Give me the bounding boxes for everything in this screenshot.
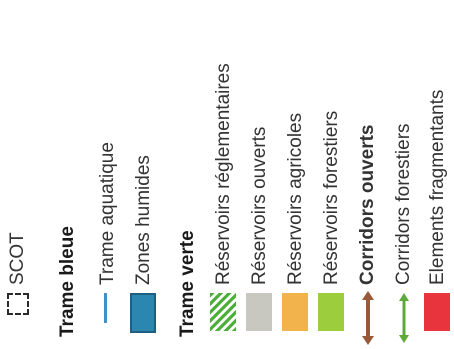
legend-label-reservoirs-ouverts: Réservoirs ouverts xyxy=(249,126,270,285)
legend-row-zones-humides: Zones humides xyxy=(126,0,162,349)
legend-row-reservoirs-reglementaires: Réservoirs réglementaires xyxy=(206,0,242,349)
legend-label-scot: SCOT xyxy=(7,232,28,285)
legend-row-scot: SCOT xyxy=(0,0,36,349)
legend-label-zones-humides: Zones humides xyxy=(133,155,154,285)
legend-label-corridors-forestiers: Corridors forestiers xyxy=(393,123,414,285)
dashed-square-icon xyxy=(0,291,36,349)
legend-row-trame-aquatique: Trame aquatique xyxy=(90,0,126,349)
blue-box-icon xyxy=(126,291,162,349)
legend-heading-trame-verte: Trame verte xyxy=(170,0,206,349)
blue-line-icon xyxy=(90,291,126,349)
legend-label-trame-aquatique: Trame aquatique xyxy=(97,142,118,285)
brown-double-arrow-icon xyxy=(350,291,386,349)
legend-row-corridors-forestiers: Corridors forestiers xyxy=(386,0,422,349)
legend-label-reservoirs-forestiers: Réservoirs forestiers xyxy=(321,110,342,285)
legend-row-corridors-ouverts: Corridors ouverts xyxy=(350,0,386,349)
legend-row-reservoirs-ouverts: Réservoirs ouverts xyxy=(242,0,278,349)
red-box-icon xyxy=(420,291,454,349)
grey-box-icon xyxy=(242,291,278,349)
legend-label-corridors-ouverts: Corridors ouverts xyxy=(357,124,378,285)
orange-box-icon xyxy=(278,291,314,349)
legend-label-reservoirs-reglementaires: Réservoirs réglementaires xyxy=(213,63,234,285)
legend-label-elements-fragmentants: Elements fragmentants xyxy=(427,89,448,285)
legend-title-trame-bleue: Trame bleue xyxy=(57,226,78,337)
lime-box-icon xyxy=(314,291,350,349)
legend-row-elements-fragmentants: Elements fragmentants xyxy=(420,0,454,349)
green-double-arrow-icon xyxy=(386,291,422,349)
legend-row-reservoirs-forestiers: Réservoirs forestiers xyxy=(314,0,350,349)
legend-heading-trame-bleue: Trame bleue xyxy=(50,0,86,349)
legend-label-reservoirs-agricoles: Réservoirs agricoles xyxy=(285,112,306,285)
legend-row-reservoirs-agricoles: Réservoirs agricoles xyxy=(278,0,314,349)
legend-title-trame-verte: Trame verte xyxy=(177,230,198,337)
hatched-green-icon xyxy=(206,291,242,349)
